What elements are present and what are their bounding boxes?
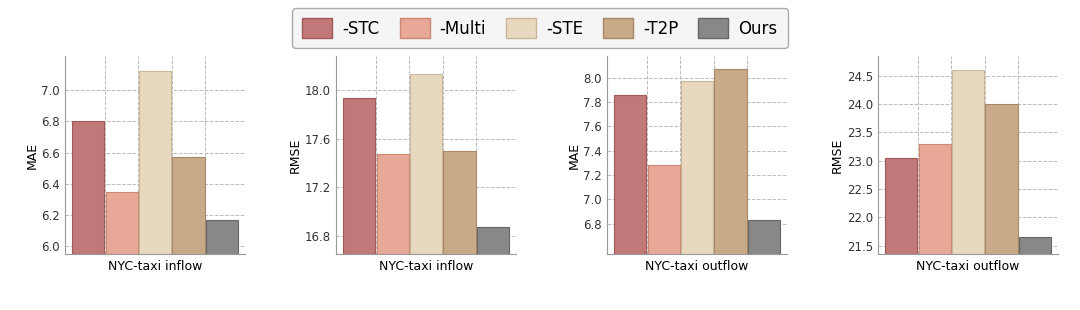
Y-axis label: MAE: MAE	[567, 141, 580, 169]
Bar	[919, 144, 950, 254]
Bar	[173, 157, 204, 254]
Y-axis label: MAE: MAE	[26, 141, 39, 169]
Y-axis label: RMSE: RMSE	[831, 137, 843, 173]
Bar	[444, 151, 475, 254]
Bar	[615, 95, 647, 254]
Bar	[106, 192, 138, 254]
Bar	[1018, 237, 1051, 254]
Bar	[714, 69, 746, 254]
X-axis label: NYC-taxi inflow: NYC-taxi inflow	[379, 260, 473, 273]
Bar	[377, 154, 409, 254]
Bar	[951, 70, 984, 254]
X-axis label: NYC-taxi outflow: NYC-taxi outflow	[646, 260, 748, 273]
Bar	[681, 81, 713, 254]
Bar	[343, 98, 376, 254]
Legend: -STC, -Multi, -STE, -T2P, Ours: -STC, -Multi, -STE, -T2P, Ours	[293, 8, 787, 47]
Bar	[747, 220, 780, 254]
Bar	[476, 228, 509, 254]
Bar	[410, 74, 442, 254]
Bar	[985, 104, 1017, 254]
X-axis label: NYC-taxi inflow: NYC-taxi inflow	[108, 260, 202, 273]
Bar	[139, 71, 172, 254]
Y-axis label: RMSE: RMSE	[288, 137, 302, 173]
Bar	[206, 220, 238, 254]
Bar	[72, 122, 105, 254]
X-axis label: NYC-taxi outflow: NYC-taxi outflow	[917, 260, 1020, 273]
Bar	[886, 158, 917, 254]
Bar	[648, 165, 679, 254]
